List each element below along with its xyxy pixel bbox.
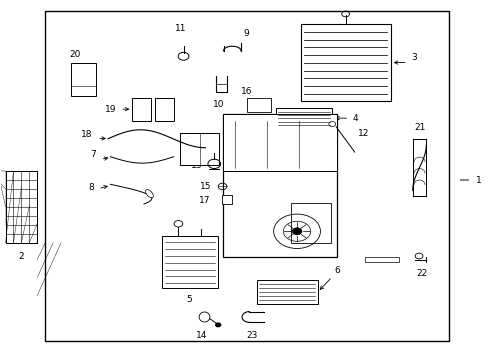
- Text: 10: 10: [212, 100, 224, 109]
- Bar: [222, 114, 336, 171]
- Bar: [256, 280, 317, 304]
- Text: 16: 16: [241, 87, 252, 96]
- Circle shape: [215, 323, 220, 327]
- Bar: [412, 139, 426, 196]
- Text: 12: 12: [357, 129, 368, 138]
- Text: 17: 17: [199, 196, 210, 205]
- Bar: [221, 195, 232, 204]
- Text: 7: 7: [90, 150, 96, 159]
- Bar: [155, 98, 173, 121]
- Text: 5: 5: [186, 296, 192, 305]
- Text: 6: 6: [334, 266, 340, 275]
- Bar: [222, 114, 336, 257]
- Bar: [132, 98, 151, 121]
- Text: 13: 13: [190, 161, 202, 170]
- Text: 15: 15: [200, 182, 211, 191]
- Bar: [5, 171, 37, 243]
- Circle shape: [291, 228, 301, 235]
- Bar: [71, 63, 96, 96]
- Bar: [291, 203, 331, 243]
- Text: 19: 19: [105, 105, 117, 114]
- Text: 8: 8: [88, 183, 94, 192]
- Bar: [300, 24, 390, 101]
- Ellipse shape: [199, 312, 209, 322]
- Text: 4: 4: [352, 114, 358, 123]
- Bar: [246, 98, 271, 112]
- Text: 23: 23: [245, 330, 257, 339]
- Ellipse shape: [145, 190, 153, 198]
- Text: 2: 2: [19, 252, 24, 261]
- Text: 1: 1: [475, 176, 481, 185]
- Text: 20: 20: [69, 50, 80, 59]
- Text: 3: 3: [410, 53, 416, 62]
- Bar: [161, 235, 217, 288]
- Bar: [276, 108, 331, 128]
- Text: 18: 18: [81, 130, 92, 139]
- Text: 22: 22: [415, 269, 426, 278]
- Bar: [44, 12, 448, 341]
- Text: 21: 21: [413, 123, 425, 132]
- Text: 9: 9: [243, 29, 248, 38]
- Bar: [365, 257, 398, 262]
- Text: 11: 11: [175, 24, 186, 33]
- Bar: [180, 133, 219, 165]
- Text: 14: 14: [196, 331, 207, 340]
